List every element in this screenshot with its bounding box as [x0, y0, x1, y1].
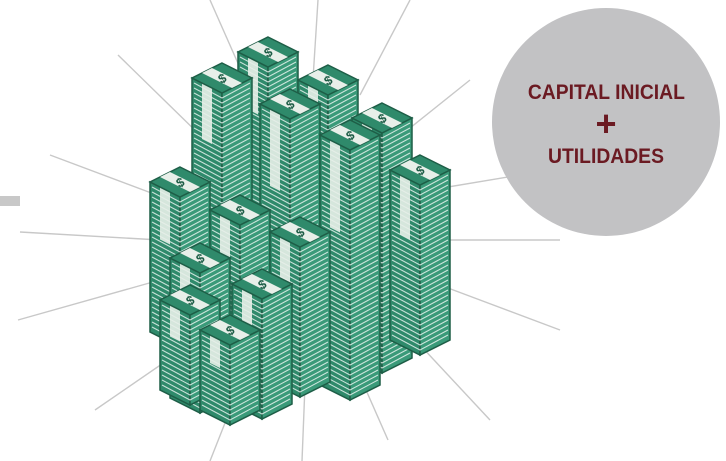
- ray-line: [117, 54, 206, 141]
- ray-line: [17, 279, 161, 321]
- plus-icon: +: [595, 103, 617, 144]
- money-stack: $: [388, 154, 452, 357]
- radiating-rays: [17, 0, 561, 461]
- badge-line-utilidades: UTILIDADES: [548, 145, 664, 168]
- ray-line: [439, 284, 561, 331]
- ray-line: [359, 0, 411, 96]
- ray-line: [419, 344, 491, 421]
- capital-badge: CAPITAL INICIAL + UTILIDADES: [492, 8, 720, 236]
- money-stacks: $$$$$$$$$$$$$$: [148, 36, 452, 427]
- money-stack: $: [198, 314, 262, 427]
- ray-line: [19, 231, 161, 241]
- badge-line-capital: CAPITAL INICIAL: [527, 81, 685, 104]
- dash-mark: [0, 196, 20, 206]
- ray-line: [301, 384, 306, 461]
